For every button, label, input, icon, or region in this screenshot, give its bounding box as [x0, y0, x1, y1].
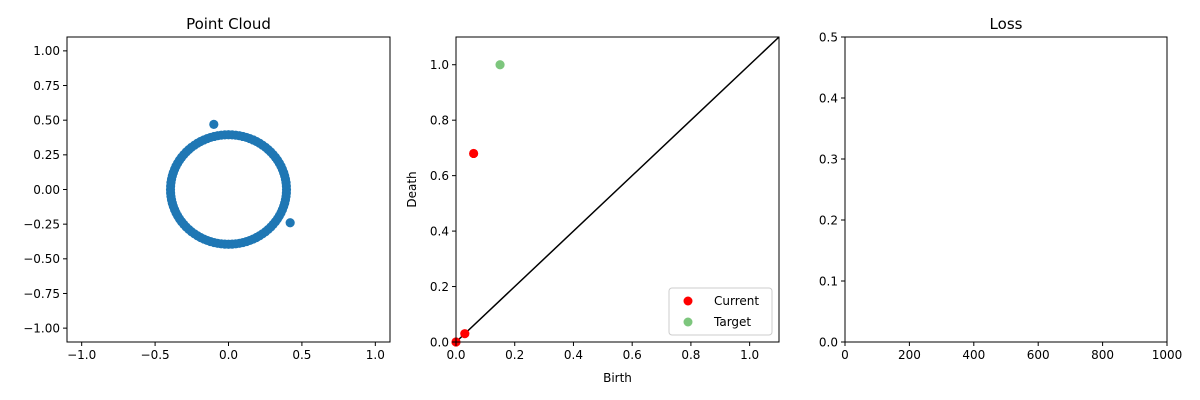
loss-panel: Loss 0 200 400 600 800 1000 0.0 0.1 0.2 0.3 0.4 0.5 [819, 15, 1182, 362]
loss-x-tick-label: 800 [1091, 348, 1114, 362]
point-cloud-x-tick-label: −1.0 [67, 348, 96, 362]
point-cloud-y-tick-label: −0.25 [23, 217, 60, 231]
point-cloud-y-tick-label: 0.25 [33, 148, 60, 162]
point-cloud-y-tick-label: −0.50 [23, 252, 60, 266]
legend-target-label: Target [713, 315, 751, 329]
point-cloud-y-tick-label: −1.00 [23, 321, 60, 335]
legend-target-marker [683, 317, 693, 327]
current-point [469, 148, 479, 159]
point-cloud-point [281, 188, 291, 198]
persistence-y-tick-label: 0.8 [430, 113, 449, 127]
loss-y-tick-label: 0.5 [819, 30, 838, 44]
target-point [495, 60, 505, 70]
persistence-y-tick-label: 0.4 [430, 224, 449, 238]
persistence-y-tick-label: 0.6 [430, 169, 449, 183]
point-cloud-y-tick-label: 0.75 [33, 79, 60, 93]
legend: Current Target [668, 287, 773, 336]
death-axis-label: Death [405, 171, 419, 207]
loss-axes-frame [844, 36, 1168, 343]
loss-ticks: 0 200 400 600 800 1000 0.0 0.1 0.2 0.3 0.4 0.5 [819, 30, 1182, 362]
point-cloud-x-tick-label: −0.5 [141, 348, 170, 362]
point-cloud-y-tick-label: 0.50 [33, 113, 60, 127]
birth-axis-label: Birth [603, 371, 632, 385]
persistence-y-tick-label: 0.0 [430, 335, 449, 349]
legend-current-marker [683, 296, 693, 306]
point-cloud-title: Point Cloud [186, 15, 271, 33]
loss-x-tick-label: 0 [841, 348, 849, 362]
diagonal-line [455, 36, 780, 343]
current-point [460, 329, 470, 339]
persistence-y-tick-label: 0.2 [430, 280, 449, 294]
legend-current-label: Current [714, 294, 759, 308]
persistence-x-tick-label: 1.0 [740, 348, 759, 362]
persistence-x-tick-label: 0.8 [681, 348, 700, 362]
point-cloud-outlier [285, 218, 295, 228]
persistence-x-tick-label: 0.2 [505, 348, 524, 362]
point-cloud-x-tick-label: 0.5 [292, 348, 311, 362]
persistence-x-tick-label: 0.0 [446, 348, 465, 362]
point-cloud-x-tick-label: 1.0 [366, 348, 385, 362]
loss-x-tick-label: 400 [962, 348, 985, 362]
loss-x-tick-label: 600 [1027, 348, 1050, 362]
loss-y-tick-label: 0.2 [819, 213, 838, 227]
loss-y-tick-label: 0.1 [819, 274, 838, 288]
persistence-diagram-ticks: 0.0 0.2 0.4 0.6 0.8 1.0 0.0 0.2 0.4 0.6 0.8 1.0 [430, 58, 759, 362]
point-cloud-marks [165, 119, 295, 249]
loss-y-tick-label: 0.0 [819, 335, 838, 349]
loss-x-tick-label: 200 [898, 348, 921, 362]
point-cloud-x-tick-label: 0.0 [219, 348, 238, 362]
point-cloud-ticks: −1.0 −0.5 0.0 0.5 1.0 −1.00 −0.75 −0.50 −0.25 0.0… [23, 44, 385, 362]
legend-box [668, 287, 773, 336]
persistence-diagram-panel: 0.0 0.2 0.4 0.6 0.8 1.0 0.0 0.2 0.4 0.6 0.8 1.0 Bir… [405, 36, 780, 385]
loss-title: Loss [990, 15, 1023, 33]
point-cloud-panel: Point Cloud −1.0 −0.5 0.0 0.5 1.0−1.00−0.75−… [23, 15, 391, 362]
persistence-diagram-axes-frame [455, 36, 780, 343]
point-cloud-y-tick-label: 0.00 [33, 183, 60, 197]
persistence-x-tick-label: 0.4 [564, 348, 583, 362]
point-cloud-y-tick-label: 1.00 [33, 44, 60, 58]
persistence-y-tick-label: 1.0 [430, 58, 449, 72]
point-cloud-outlier [209, 119, 219, 129]
point-cloud-axes-frame [66, 36, 391, 343]
loss-x-tick-label: 1000 [1152, 348, 1183, 362]
point-cloud-y-tick-label: −0.75 [23, 287, 60, 301]
loss-y-tick-label: 0.4 [819, 91, 838, 105]
persistence-x-tick-label: 0.6 [623, 348, 642, 362]
loss-y-tick-label: 0.3 [819, 152, 838, 166]
